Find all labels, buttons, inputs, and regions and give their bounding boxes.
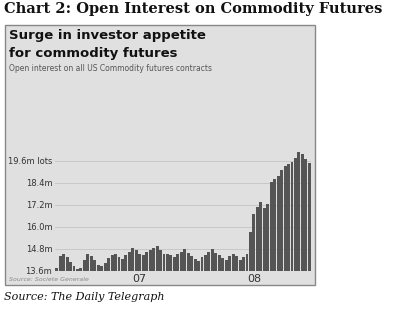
Bar: [163, 254, 165, 317]
Bar: [218, 256, 221, 317]
Bar: [142, 256, 144, 317]
Bar: [260, 202, 262, 317]
Bar: [169, 256, 172, 317]
Bar: [270, 182, 273, 317]
Bar: [291, 162, 294, 317]
Bar: [107, 258, 110, 317]
Bar: [239, 260, 241, 317]
Text: Surge in investor appetite: Surge in investor appetite: [9, 29, 206, 42]
Bar: [294, 158, 297, 317]
Bar: [128, 252, 131, 317]
Text: Chart 2: Open Interest on Commodity Futures: Chart 2: Open Interest on Commodity Futu…: [4, 2, 382, 16]
Bar: [145, 252, 148, 317]
Bar: [304, 159, 307, 317]
Bar: [152, 248, 155, 317]
Bar: [201, 257, 204, 317]
Bar: [114, 254, 117, 317]
Bar: [277, 177, 280, 317]
Bar: [110, 256, 113, 317]
Bar: [59, 256, 62, 317]
Bar: [266, 204, 269, 317]
Bar: [235, 256, 238, 317]
Bar: [166, 255, 169, 317]
Bar: [263, 208, 266, 317]
Bar: [301, 154, 304, 317]
Bar: [190, 256, 193, 317]
Bar: [214, 253, 217, 317]
Bar: [280, 170, 283, 317]
Bar: [180, 252, 183, 317]
Bar: [187, 253, 190, 317]
Bar: [124, 256, 127, 317]
Bar: [297, 152, 300, 317]
Text: Source: Societe Generale: Source: Societe Generale: [9, 277, 89, 282]
Bar: [207, 252, 210, 317]
Bar: [121, 259, 124, 317]
Bar: [73, 266, 76, 317]
Bar: [118, 257, 121, 317]
Bar: [76, 269, 79, 317]
Bar: [176, 255, 179, 317]
Bar: [204, 256, 207, 317]
Bar: [155, 246, 158, 317]
Bar: [93, 260, 96, 317]
Bar: [308, 163, 311, 317]
Bar: [249, 232, 252, 317]
Bar: [221, 258, 224, 317]
Bar: [149, 250, 152, 317]
Bar: [273, 179, 276, 317]
Bar: [83, 260, 86, 317]
Bar: [242, 257, 245, 317]
Bar: [159, 250, 162, 317]
Text: for commodity futures: for commodity futures: [9, 47, 178, 60]
Bar: [211, 249, 214, 317]
Bar: [194, 259, 197, 317]
Bar: [256, 207, 259, 317]
Bar: [173, 257, 176, 317]
Bar: [225, 260, 228, 317]
Bar: [228, 256, 231, 317]
Bar: [5, 25, 315, 285]
Bar: [66, 257, 68, 317]
Bar: [135, 250, 138, 317]
Bar: [232, 255, 235, 317]
Bar: [100, 266, 103, 317]
Bar: [87, 255, 89, 317]
Bar: [69, 262, 72, 317]
Bar: [62, 255, 65, 317]
Bar: [197, 261, 200, 317]
Bar: [90, 256, 93, 317]
Text: Source: The Daily Telegraph: Source: The Daily Telegraph: [4, 292, 165, 302]
Bar: [183, 249, 186, 317]
Bar: [79, 268, 82, 317]
Bar: [97, 265, 100, 317]
Bar: [138, 254, 141, 317]
Text: Open interest on all US Commodity futures contracts: Open interest on all US Commodity future…: [9, 64, 212, 73]
Bar: [131, 248, 134, 317]
Bar: [252, 214, 255, 317]
Bar: [55, 268, 58, 317]
Bar: [284, 166, 286, 317]
Bar: [104, 263, 107, 317]
Bar: [287, 164, 290, 317]
Bar: [246, 255, 249, 317]
